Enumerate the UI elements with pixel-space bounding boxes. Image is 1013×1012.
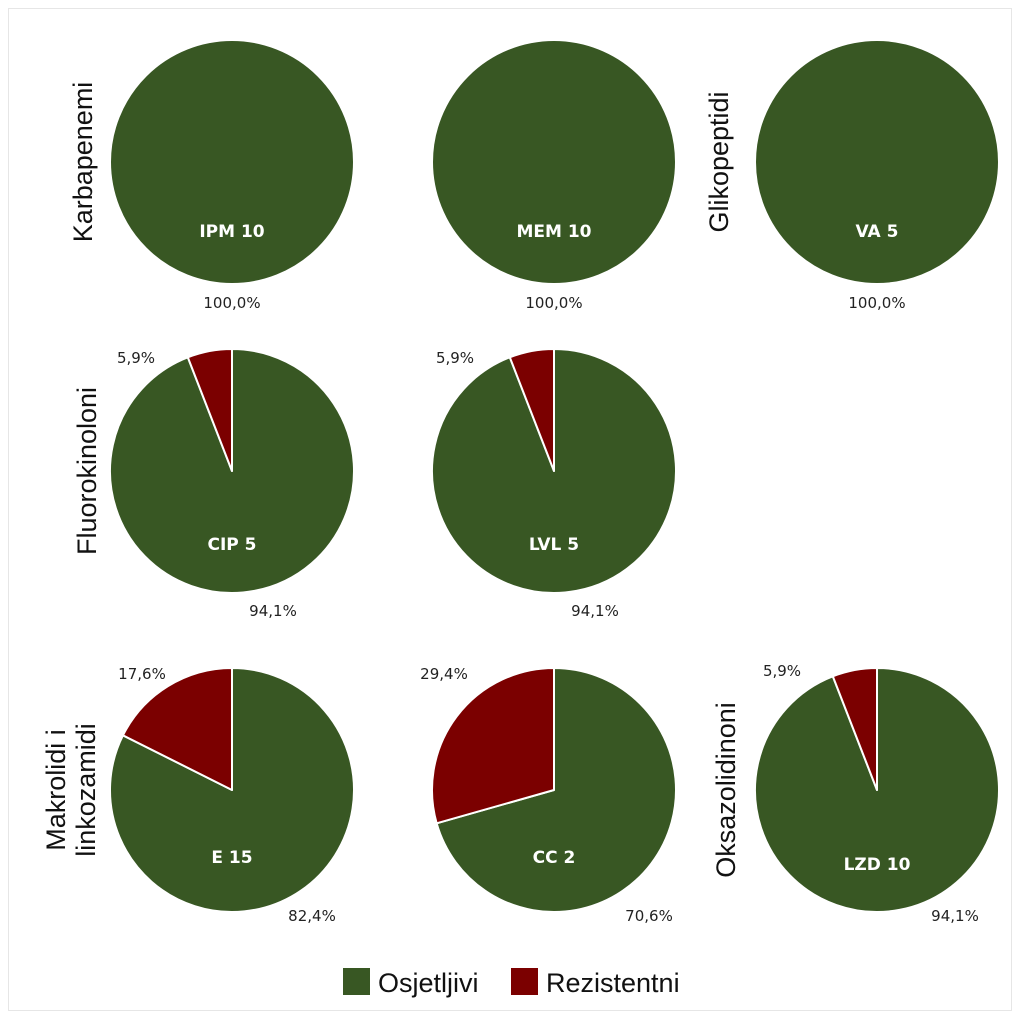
- susceptible-percent-label: 94,1%: [249, 602, 297, 620]
- pie-name-label: CIP 5: [207, 535, 256, 555]
- resistant-percent-label: 17,6%: [118, 665, 166, 683]
- group-label-line: linkozamidi: [71, 723, 101, 857]
- slice-susceptible: [435, 667, 677, 913]
- resistant-percent-label: 5,9%: [436, 349, 474, 367]
- group-label-line: Fluorokinoloni: [72, 387, 102, 555]
- pie-name-label: MEM 10: [516, 222, 591, 242]
- slice-resistant: [831, 667, 878, 791]
- resistant-percent-label: 5,9%: [117, 349, 155, 367]
- slice-susceptible: [431, 39, 677, 285]
- legend-swatch: [343, 968, 370, 995]
- legend: Osjetljivi Rezistentni: [343, 968, 680, 998]
- group-label-oksazolidinoni: Oksazolidinoni: [711, 702, 741, 878]
- legend-label: Osjetljivi: [378, 968, 479, 998]
- group-label-fluorokinoloni: Fluorokinoloni: [72, 387, 102, 555]
- resistant-percent-label: 29,4%: [420, 665, 468, 683]
- pie-cip-5: CIP 5 94,1% 5,9%: [108, 348, 355, 620]
- pie-name-label: CC 2: [533, 848, 576, 868]
- group-label-line: Makrolidi i: [41, 729, 71, 851]
- slice-resistant: [121, 667, 233, 791]
- pie-lvl-5: LVL 5 94,1% 5,9%: [430, 348, 677, 620]
- pie-cc-2: CC 2 70,6% 29,4%: [420, 665, 677, 925]
- pie-e-15: E 15 82,4% 17,6%: [109, 665, 355, 925]
- group-label-glikopeptidi: Glikopeptidi: [704, 91, 734, 232]
- slice-resistant: [508, 348, 555, 472]
- slice-susceptible: [109, 39, 355, 285]
- pie-name-label: E 15: [211, 848, 252, 868]
- susceptible-percent-label: 100,0%: [525, 294, 582, 312]
- pie-lzd-10: LZD 10 94,1% 5,9%: [753, 662, 1000, 925]
- slice-susceptible: [754, 39, 1000, 285]
- legend-swatch: [511, 968, 538, 995]
- legend-label: Rezistentni: [546, 968, 680, 998]
- pie-name-label: LVL 5: [529, 535, 579, 555]
- pie-mem-10: MEM 10 100,0%: [431, 39, 677, 312]
- slice-resistant: [186, 348, 233, 472]
- pie-name-label: IPM 10: [199, 222, 264, 242]
- susceptible-percent-label: 100,0%: [848, 294, 905, 312]
- group-label-line: Karbapenemi: [68, 82, 98, 243]
- resistant-percent-label: 5,9%: [763, 662, 801, 680]
- group-label-line: Glikopeptidi: [704, 91, 734, 232]
- susceptible-percent-label: 94,1%: [931, 907, 979, 925]
- group-label-karbapenemi: Karbapenemi: [68, 82, 98, 243]
- susceptible-percent-label: 70,6%: [625, 907, 673, 925]
- group-label-line: Oksazolidinoni: [711, 702, 741, 878]
- pie-va-5: VA 5 100,0%: [754, 39, 1000, 312]
- group-label-makrolidi-linkozamidi: Makrolidi i linkozamidi: [41, 723, 101, 857]
- pie-name-label: VA 5: [856, 222, 899, 242]
- susceptible-percent-label: 82,4%: [288, 907, 336, 925]
- pie-ipm-10: IPM 10 100,0%: [109, 39, 355, 312]
- susceptible-percent-label: 94,1%: [571, 602, 619, 620]
- susceptible-percent-label: 100,0%: [203, 294, 260, 312]
- slice-resistant: [431, 667, 555, 825]
- pie-name-label: LZD 10: [844, 855, 911, 875]
